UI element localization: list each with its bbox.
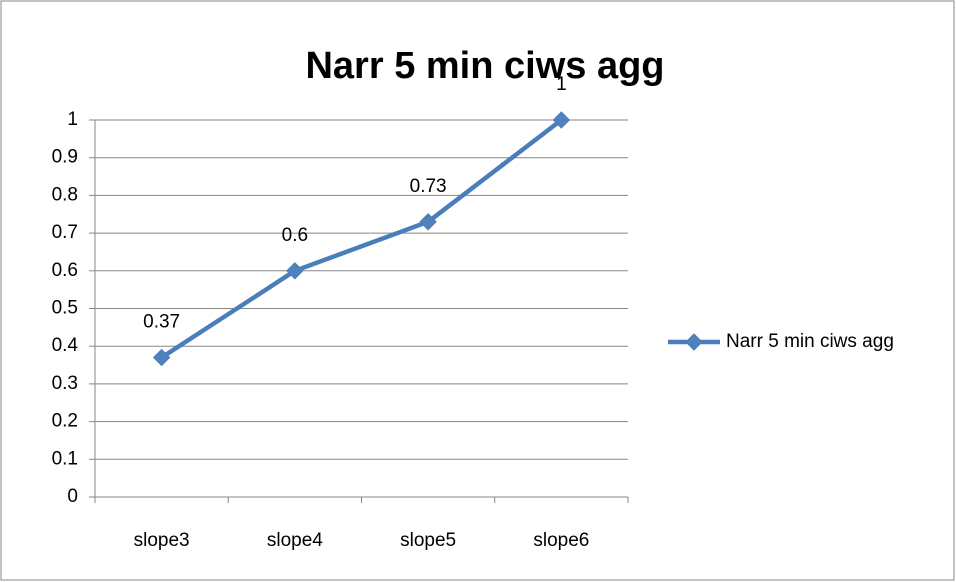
data-label: 0.73 [410, 176, 447, 197]
legend-label: Narr 5 min ciws agg [726, 331, 894, 352]
legend-marker [685, 333, 703, 351]
y-tick-label: 0.4 [52, 335, 79, 356]
x-tick-label: slope5 [400, 530, 456, 551]
data-point [152, 348, 171, 367]
y-tick-label: 0.5 [52, 298, 78, 319]
data-point [286, 262, 304, 280]
x-tick-label: slope3 [134, 530, 190, 551]
y-tick-label: 1 [67, 109, 78, 130]
data-label: 1 [556, 74, 567, 95]
y-tick-label: 0.7 [52, 222, 78, 243]
chart-title: Narr 5 min ciws agg [305, 45, 664, 87]
data-point [552, 111, 571, 129]
y-tick-label: 0.9 [52, 147, 78, 168]
data-label: 0.37 [143, 312, 180, 333]
x-tick-label: slope4 [267, 530, 323, 551]
y-tick-label: 0.6 [52, 260, 78, 281]
series-line [160, 118, 563, 360]
y-tick-label: 0 [67, 486, 78, 507]
y-tick-label: 0.8 [52, 184, 78, 205]
y-tick-label: 0.1 [52, 448, 78, 469]
y-tick-label: 0.2 [52, 411, 78, 432]
y-tick-label: 0.3 [52, 373, 78, 394]
data-point [419, 213, 437, 231]
x-tick-label: slope6 [533, 530, 589, 551]
data-label: 0.6 [282, 225, 308, 246]
